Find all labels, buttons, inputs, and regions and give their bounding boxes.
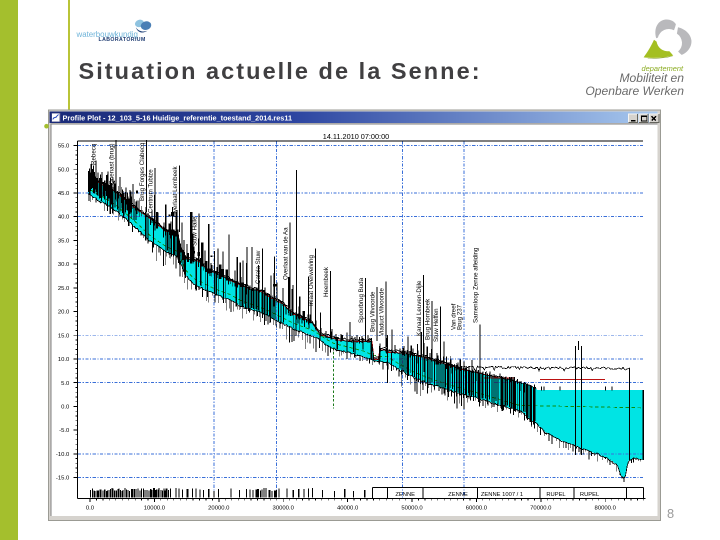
svg-text:Brug Vilvoorde: Brug Vilvoorde	[370, 291, 377, 332]
svg-text:Van dreef: Van dreef	[451, 303, 458, 330]
svg-text:0.0: 0.0	[61, 405, 70, 411]
svg-text:25.0: 25.0	[58, 286, 70, 292]
svg-text:50000.0: 50000.0	[401, 506, 423, 512]
svg-text:Inlaat Overwelving: Inlaat Overwelving	[308, 255, 315, 306]
svg-text:0.0: 0.0	[86, 506, 95, 512]
svg-text:50.0: 50.0	[58, 167, 70, 173]
svg-text:Rebecq: Rebecq	[91, 143, 98, 165]
svg-text:40.0: 40.0	[58, 215, 70, 221]
svg-text:40000.0: 40000.0	[337, 506, 359, 512]
svg-text:ZENNE 1007 / 1: ZENNE 1007 / 1	[481, 492, 523, 498]
svg-text:10000.0: 10000.0	[144, 506, 166, 512]
svg-text:14.11.2010 07:00:00: 14.11.2010 07:00:00	[323, 132, 389, 141]
svg-text:-5.0: -5.0	[59, 428, 70, 434]
svg-text:10.0: 10.0	[58, 357, 70, 363]
svg-text:Catala Stuw: Catala Stuw	[255, 250, 262, 284]
svg-text:70000.0: 70000.0	[530, 506, 552, 512]
svg-text:55.0: 55.0	[58, 144, 70, 150]
svg-text:Stuw Halle: Stuw Halle	[192, 216, 199, 246]
svg-text:80000.0: 80000.0	[595, 506, 617, 512]
svg-text:-15.0: -15.0	[56, 476, 70, 482]
svg-text:Samenloop Zenne afleiding: Samenloop Zenne afleiding	[473, 247, 480, 323]
svg-text:Brug Forges Clabecq: Brug Forges Clabecq	[139, 142, 146, 201]
svg-text:Stuw Heffen: Stuw Heffen	[433, 308, 440, 342]
svg-text:Kanaal Leuven-Dijle: Kanaal Leuven-Dijle	[416, 280, 423, 336]
svg-text:60000.0: 60000.0	[466, 506, 488, 512]
svg-text:20.0: 20.0	[58, 310, 70, 316]
svg-text:30.0: 30.0	[58, 262, 70, 268]
svg-text:Quenast (brug): Quenast (brug)	[109, 143, 116, 185]
svg-text:5.0: 5.0	[61, 381, 70, 387]
svg-text:20000.0: 20000.0	[208, 506, 230, 512]
svg-text:RUPEL: RUPEL	[580, 492, 600, 498]
svg-text:Overlaat van de Aa: Overlaat van de Aa	[283, 227, 290, 280]
svg-text:Profile Plot - 12_103_5-16 Hui: Profile Plot - 12_103_5-16 Huidige_refer…	[63, 114, 293, 123]
svg-text:Viaduct Vilvoorde: Viaduct Vilvoorde	[379, 288, 386, 336]
svg-text:15.0: 15.0	[58, 333, 70, 339]
svg-text:ZENNE: ZENNE	[448, 492, 468, 498]
svg-text:Brug 237: Brug 237	[457, 304, 464, 330]
svg-text:-10.0: -10.0	[56, 452, 70, 458]
svg-text:Spoorbrug Buda: Spoorbrug Buda	[358, 277, 365, 323]
svg-text:Centrum Tubize: Centrum Tubize	[148, 169, 155, 213]
svg-text:Overlaat Lembeek: Overlaat Lembeek	[172, 166, 179, 217]
svg-text:RUPEL: RUPEL	[546, 492, 566, 498]
svg-text:Brug Hombeek: Brug Hombeek	[425, 298, 432, 340]
svg-text:45.0: 45.0	[58, 191, 70, 197]
svg-text:ZENNE: ZENNE	[395, 492, 415, 498]
svg-text:35.0: 35.0	[58, 239, 70, 245]
svg-text:Heembeek: Heembeek	[323, 266, 330, 297]
svg-text:30000.0: 30000.0	[273, 506, 295, 512]
